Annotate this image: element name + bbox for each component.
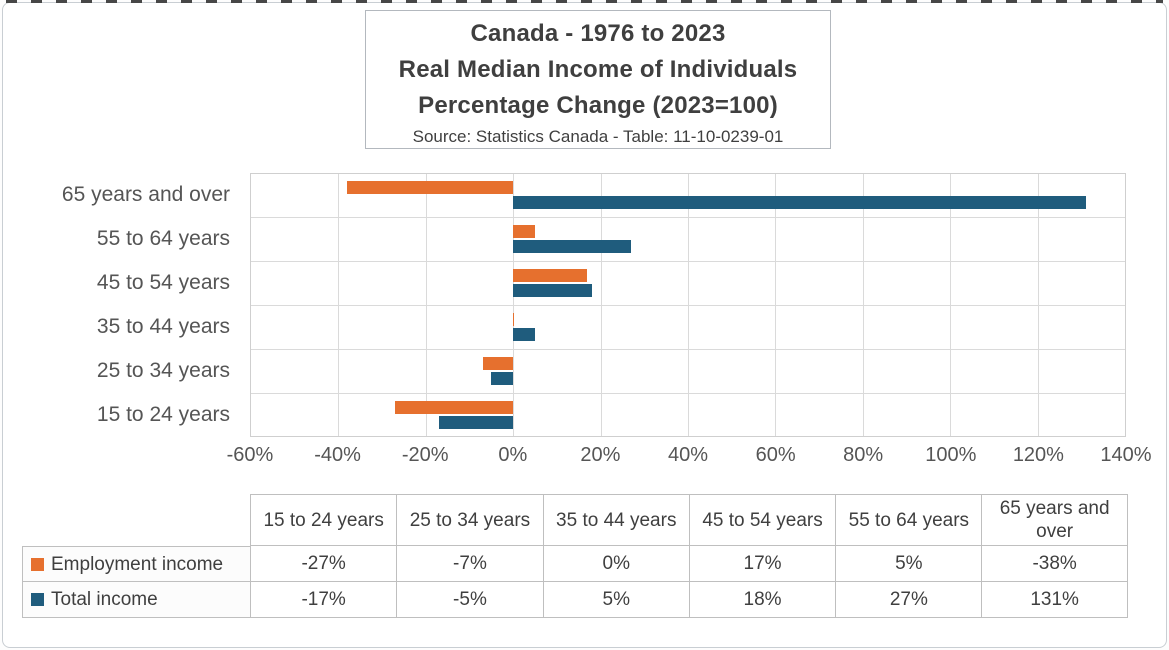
dashed-top-border	[6, 0, 1163, 3]
gridline	[425, 174, 427, 436]
table-header-cell: 65 years and over	[981, 494, 1128, 546]
bar-employment-income	[395, 401, 514, 414]
table-header-cell: 15 to 24 years	[250, 494, 397, 546]
category-label: 65 years and over	[61, 183, 230, 206]
table-header-cell: 55 to 64 years	[835, 494, 982, 546]
gridline	[338, 174, 340, 436]
table-value-cell: -17%	[250, 582, 397, 618]
table-value-cell: 131%	[981, 582, 1128, 618]
bar-total-income	[513, 196, 1086, 209]
bar-employment-income	[482, 357, 514, 370]
gridline	[688, 174, 689, 436]
data-table: 15 to 24 years 25 to 34 years 35 to 44 yea…	[22, 494, 1128, 618]
x-tick-label: -20%	[401, 444, 449, 466]
table-row-label-text: Total income	[51, 589, 158, 610]
gridline	[950, 174, 952, 436]
table-value-cell: 27%	[835, 582, 982, 618]
bar-total-income	[491, 372, 514, 385]
table-corner-cell	[22, 494, 250, 546]
table-value-cell: -27%	[250, 546, 397, 582]
chart-source-note: Source: Statistics Canada - Table: 11-10…	[412, 127, 784, 146]
x-tick-label: 60%	[755, 444, 796, 466]
bar-employment-income	[513, 225, 536, 238]
x-tick-label: 0%	[498, 444, 528, 466]
legend-swatch-employment-income	[31, 557, 44, 571]
table-value-cell: -38%	[981, 546, 1128, 582]
table-value-cell: 17%	[688, 546, 836, 582]
gridline	[775, 174, 777, 436]
gridline	[1037, 174, 1039, 436]
table-value-cell: -7%	[396, 546, 543, 582]
table-value-cell: 18%	[688, 582, 836, 618]
x-tick-label: 80%	[843, 444, 884, 466]
category-label: 45 to 54 years	[96, 271, 230, 294]
table-header-cell: 35 to 44 years	[542, 494, 689, 546]
x-tick-label: 40%	[667, 444, 709, 466]
table-row-label: Total income	[22, 582, 250, 618]
x-axis-tick-labels: -60% -40% -20% 0% 20% 40% 60% 80% 100% 120% 140%	[227, 444, 1152, 470]
bar-employment-income	[513, 313, 515, 326]
table-row-label: Employment income	[22, 546, 250, 582]
chart-title-line-1: Canada - 1976 to 2023	[470, 20, 726, 47]
table-header-cell: 25 to 34 years	[396, 494, 543, 546]
y-axis-category-labels: 65 years and over 55 to 64 years 45 to 54 …	[0, 173, 240, 437]
table-value-cell: -5%	[396, 582, 543, 618]
x-tick-label: 100%	[925, 444, 977, 466]
bar-total-income	[513, 328, 536, 341]
gridline	[513, 174, 515, 436]
x-tick-label: 120%	[1012, 444, 1064, 466]
plot-area	[250, 173, 1126, 437]
chart-title-line-3: Percentage Change (2023=100)	[418, 92, 778, 119]
chart-title-line-2: Real Median Income of Individuals	[398, 56, 798, 83]
chart-title-box: Canada - 1976 to 2023 Real Median Income…	[365, 10, 831, 149]
table-value-cell: 5%	[835, 546, 982, 582]
x-tick-label: 20%	[580, 444, 621, 466]
bar-total-income	[513, 284, 592, 297]
x-tick-label: -60%	[226, 444, 274, 466]
category-label: 55 to 64 years	[96, 227, 230, 250]
gridline	[862, 174, 864, 436]
legend-swatch-total-income	[31, 593, 44, 606]
category-label: 35 to 44 years	[96, 315, 230, 338]
table-row-label-text: Employment income	[51, 553, 224, 575]
bar-employment-income	[513, 269, 588, 282]
table-header-cell: 45 to 54 years	[688, 494, 836, 546]
gridline	[600, 174, 602, 436]
bar-employment-income	[347, 181, 514, 194]
bar-total-income	[513, 240, 632, 253]
category-label: 25 to 34 years	[96, 359, 230, 382]
table-value-cell: 5%	[542, 582, 689, 618]
bar-total-income	[438, 416, 514, 429]
category-label: 15 to 24 years	[96, 403, 230, 426]
table-value-cell: 0%	[542, 546, 689, 582]
x-tick-label: 140%	[1100, 444, 1152, 466]
x-tick-label: -40%	[314, 444, 361, 466]
